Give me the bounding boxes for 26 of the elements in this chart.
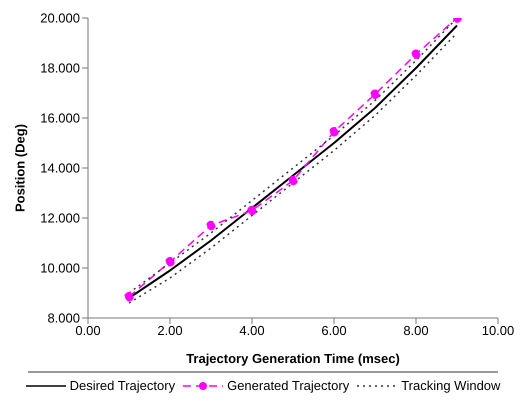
- point: [370, 90, 380, 99]
- y-tick-label: 10.000: [40, 260, 80, 276]
- x-tick-label: 6.00: [321, 323, 347, 338]
- x-tick-label: 4.00: [239, 323, 265, 338]
- legend-label: Desired Trajectory: [70, 378, 176, 393]
- y-tick-label: 8.000: [47, 310, 80, 326]
- point: [247, 206, 257, 216]
- point: [206, 220, 216, 230]
- y-axis-title: Position (Deg): [12, 124, 28, 212]
- point: [411, 50, 421, 59]
- y-tick-label: 14.000: [40, 160, 80, 176]
- y-tick-label: 18.000: [40, 60, 80, 76]
- point: [329, 127, 339, 136]
- y-tick-label: 20.000: [40, 10, 80, 26]
- x-tick-label: 10.00: [482, 323, 514, 338]
- x-tick-label: 8.00: [403, 323, 429, 338]
- y-tick-label: 12.000: [40, 210, 80, 226]
- y-tick-label: 16.000: [40, 110, 80, 126]
- x-tick-label: 2.00: [157, 323, 183, 338]
- x-tick-label: 0.00: [75, 323, 101, 338]
- legend-label: Generated Trajectory: [227, 378, 350, 393]
- x-axis-title: Trajectory Generation Time (msec): [186, 351, 400, 366]
- point: [124, 292, 134, 302]
- point: [288, 176, 298, 186]
- point: [165, 257, 175, 266]
- legend-label: Tracking Window: [401, 378, 500, 393]
